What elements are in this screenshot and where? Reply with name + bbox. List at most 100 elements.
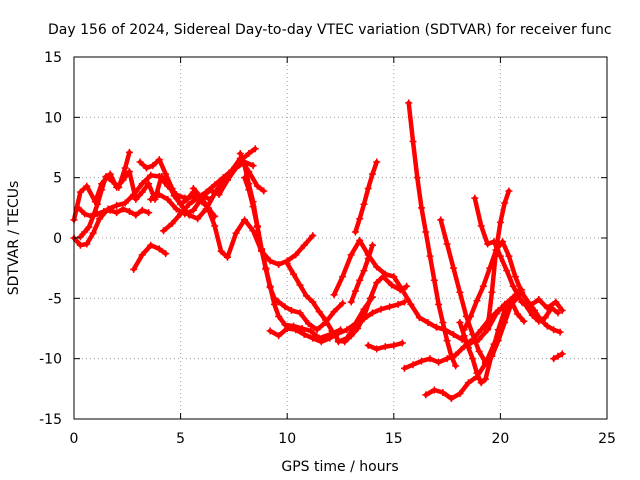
data-point-marker [518, 298, 526, 306]
data-point-marker [456, 318, 464, 326]
data-point-marker [528, 311, 536, 319]
data-point-marker [245, 180, 253, 188]
data-point-marker [467, 312, 475, 320]
data-point-marker [388, 281, 396, 289]
data-point-marker [147, 171, 155, 179]
data-point-marker [364, 185, 372, 193]
data-point-marker [496, 252, 504, 260]
data-point-marker [343, 326, 351, 334]
data-point-marker [430, 276, 438, 284]
series-track-23 [456, 297, 528, 387]
data-point-marker [322, 316, 330, 324]
data-point-marker [266, 257, 274, 265]
data-point-marker [275, 261, 283, 269]
series-track-19 [405, 99, 460, 370]
data-point-marker [108, 177, 116, 185]
data-point-marker [481, 375, 489, 383]
data-point-marker [85, 223, 93, 231]
data-point-marker [390, 273, 398, 281]
data-point-marker [249, 198, 257, 206]
data-point-marker [550, 355, 558, 363]
data-point-marker [439, 388, 447, 396]
data-point-marker [149, 162, 157, 170]
data-point-marker [219, 174, 227, 182]
data-point-marker [477, 379, 485, 387]
data-point-marker [181, 194, 189, 202]
data-point-marker [447, 394, 455, 402]
data-point-marker [418, 204, 426, 212]
data-point-marker [305, 320, 313, 328]
data-point-marker [558, 306, 566, 314]
data-point-marker [232, 164, 240, 172]
data-point-marker [270, 300, 278, 308]
data-point-marker [339, 299, 347, 307]
y-tick-label: 0 [53, 231, 62, 247]
data-point-marker [224, 176, 232, 184]
data-point-marker [505, 187, 513, 195]
data-point-marker [83, 240, 91, 248]
data-point-marker [460, 332, 468, 340]
data-point-marker [309, 334, 317, 342]
x-tick-label: 0 [70, 431, 79, 447]
series-track-18 [364, 339, 406, 353]
data-point-marker [507, 297, 515, 305]
data-point-marker [366, 294, 374, 302]
data-point-marker [93, 200, 101, 208]
data-point-marker [501, 199, 509, 207]
data-point-marker [106, 170, 114, 178]
data-point-marker [275, 332, 283, 340]
series-track-17 [347, 241, 376, 306]
series-track-16 [351, 158, 381, 236]
data-point-marker [172, 205, 180, 213]
data-point-marker [300, 331, 308, 339]
data-point-marker [155, 245, 163, 253]
data-point-marker [398, 339, 406, 347]
data-point-marker [394, 300, 402, 308]
data-point-marker [390, 341, 398, 349]
data-point-marker [245, 150, 253, 158]
y-tick-label: -10 [39, 352, 62, 368]
data-point-marker [211, 181, 219, 189]
data-point-marker [550, 326, 558, 334]
data-point-marker [177, 200, 185, 208]
data-point-marker [422, 228, 430, 236]
data-point-marker [76, 233, 84, 241]
series-track-15 [334, 298, 408, 346]
data-point-marker [464, 344, 472, 352]
data-point-marker [330, 308, 338, 316]
data-point-marker [262, 264, 270, 272]
data-point-marker [89, 229, 97, 237]
data-point-marker [373, 345, 381, 353]
data-point-marker [479, 282, 487, 290]
data-point-marker [155, 156, 163, 164]
data-point-marker [292, 251, 300, 259]
data-point-marker [290, 270, 298, 278]
data-point-marker [155, 172, 163, 180]
data-point-marker [520, 317, 528, 325]
data-point-marker [531, 306, 539, 314]
data-point-marker [147, 195, 155, 203]
data-point-marker [330, 291, 338, 299]
data-point-marker [473, 297, 481, 305]
data-point-marker [275, 312, 283, 320]
data-point-marker [102, 172, 110, 180]
data-point-marker [96, 215, 104, 223]
data-point-marker [373, 279, 381, 287]
data-point-marker [249, 162, 257, 170]
data-point-marker [430, 386, 438, 394]
data-point-marker [516, 294, 524, 302]
data-point-marker [224, 253, 232, 261]
data-point-marker [328, 327, 336, 335]
data-point-marker [98, 186, 106, 194]
data-point-marker [283, 325, 291, 332]
grid-lines [74, 57, 607, 419]
axis-ticks: 0 5 10 15 20 25 15 10 5 0 -5 -10 -15 [39, 50, 616, 447]
data-point-marker [437, 216, 445, 224]
data-point-marker [326, 334, 334, 342]
data-point-marker [439, 318, 447, 326]
data-point-marker [511, 273, 519, 281]
data-point-marker [364, 341, 372, 349]
data-point-marker [181, 210, 189, 218]
data-point-marker [488, 288, 496, 296]
data-point-marker [309, 298, 317, 306]
